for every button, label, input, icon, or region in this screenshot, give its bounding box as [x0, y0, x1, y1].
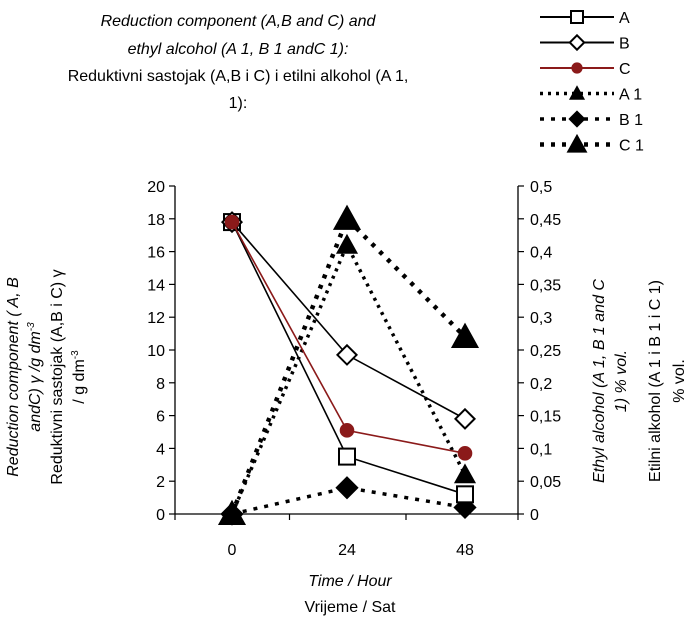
- y-right-tick-label: 0,15: [530, 409, 561, 426]
- data-point: [332, 204, 362, 230]
- y-left-tick-label: 4: [156, 441, 165, 458]
- data-point: [456, 485, 474, 504]
- data-point: [453, 407, 477, 430]
- legend-item: A: [540, 10, 630, 27]
- y-left-label-en-1: Reduction component ( A, B: [5, 277, 22, 477]
- data-point: [450, 322, 480, 348]
- y-right-tick-label: 0,3: [530, 310, 552, 327]
- y-right-label-hr-1: Etilni alkohol (A 1 i B 1 i C 1): [647, 280, 664, 482]
- legend-label: B: [619, 36, 630, 53]
- y-right-label-en-2: 1) % vol.: [613, 350, 630, 412]
- y-left-tick-label: 20: [147, 179, 165, 196]
- legend-item: B 1: [540, 110, 643, 129]
- data-point: [217, 499, 247, 526]
- y-left-label-en-2: andC) γ /g dm-3: [26, 322, 44, 432]
- legend-marker: [570, 10, 584, 24]
- y-left-tick-label: 10: [147, 343, 165, 360]
- x-tick-label: 48: [456, 542, 474, 559]
- x-tick-label: 24: [338, 542, 356, 559]
- x-tick-label: 0: [228, 542, 237, 559]
- y-left-tick-label: 12: [147, 310, 165, 327]
- x-axis-label-hr: Vrijeme / Sat: [305, 599, 397, 616]
- legend-label: C: [619, 61, 631, 78]
- y-right-tick-label: 0,2: [530, 376, 552, 393]
- data-point: [453, 463, 477, 484]
- series-c1: [217, 204, 480, 526]
- y-left-label-hr-2: / g dm-3: [70, 350, 88, 404]
- data-point: [339, 423, 355, 438]
- legend-marker: [568, 110, 586, 128]
- legend-item: B: [540, 33, 630, 53]
- legend-label: A: [619, 10, 630, 27]
- y-left-tick-label: 2: [156, 474, 165, 491]
- legend-marker: [571, 62, 583, 74]
- data-point: [335, 233, 359, 254]
- y-left-tick-label: 6: [156, 409, 165, 426]
- y-left-tick-label: 14: [147, 277, 165, 294]
- y-right-tick-label: 0,5: [530, 179, 552, 196]
- legend-marker: [568, 85, 586, 100]
- series-b1: [220, 476, 477, 526]
- y-left-tick-label: 16: [147, 245, 165, 262]
- y-right-label-en-1: Ethyl alcohol (A 1, B 1 and C: [591, 279, 608, 483]
- chart-title-line-4: 1):: [229, 95, 248, 112]
- axes: 0 0 2 0,05 4 0,1 6 0,15 8 0,2 10 0,25 12 0,3 14 0,35 16 0…: [147, 179, 561, 559]
- y-left-tick-label: 0: [156, 507, 165, 524]
- y-right-tick-label: 0,1: [530, 441, 552, 458]
- y-right-tick-label: 0,45: [530, 212, 561, 229]
- legend-label: B 1: [619, 112, 643, 129]
- y-left-tick-label: 18: [147, 212, 165, 229]
- x-axis-label-en: Time / Hour: [308, 573, 392, 590]
- series-layer: [217, 204, 480, 526]
- y-right-tick-label: 0,4: [530, 245, 552, 262]
- legend-label: C 1: [619, 138, 644, 155]
- y-right-tick-label: 0: [530, 507, 539, 524]
- legend: ABC A 1 B 1 C 1: [540, 10, 644, 155]
- legend-marker: [566, 133, 588, 153]
- legend-item: A 1: [540, 85, 642, 104]
- data-point: [224, 214, 240, 230]
- series-c: [224, 214, 473, 461]
- legend-marker: [568, 33, 586, 52]
- chart-title-line-2: ethyl alcohol (A 1, B 1 andC 1):: [128, 41, 349, 58]
- data-point: [335, 343, 359, 366]
- data-point: [335, 476, 359, 500]
- y-right-tick-label: 0,35: [530, 277, 561, 294]
- data-point: [338, 447, 356, 466]
- chart-title-line-3: Reduktivni sastojak (A,B i C) i etilni a…: [68, 68, 409, 85]
- y-right-tick-label: 0,25: [530, 343, 561, 360]
- legend-item: C: [540, 61, 631, 78]
- y-right-label-hr-2: % vol.: [671, 359, 688, 403]
- y-left-tick-label: 8: [156, 376, 165, 393]
- y-right-tick-label: 0,05: [530, 474, 561, 491]
- y-left-label-hr-1: Reduktivni sastojak (A,B i C) γ: [49, 269, 66, 484]
- legend-label: A 1: [619, 87, 642, 104]
- chart-title-line-1: Reduction component (A,B and C) and: [101, 13, 377, 30]
- legend-item: C 1: [540, 133, 644, 155]
- data-point: [457, 446, 473, 461]
